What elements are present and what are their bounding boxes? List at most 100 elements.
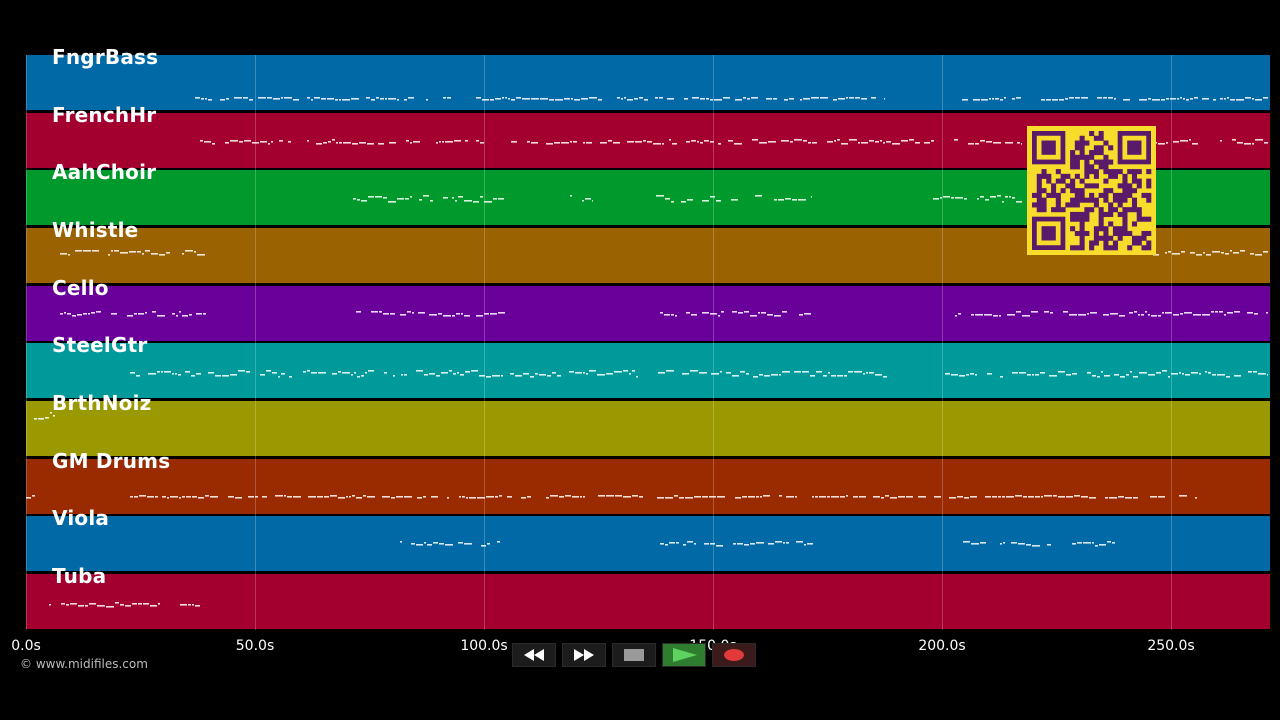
note-mark	[495, 98, 501, 100]
note-mark	[992, 98, 994, 100]
note-mark	[759, 374, 763, 376]
note-mark	[702, 200, 709, 202]
note-mark	[1109, 497, 1117, 499]
note-mark	[617, 97, 620, 99]
note-mark	[1026, 544, 1031, 546]
note-mark	[404, 496, 412, 498]
note-mark	[1107, 541, 1111, 543]
note-mark	[194, 251, 196, 253]
stop-icon	[624, 649, 644, 661]
note-mark	[91, 312, 95, 314]
note-mark	[1227, 97, 1229, 99]
note-mark	[271, 141, 273, 143]
note-mark	[1044, 311, 1049, 313]
note-mark	[570, 141, 572, 143]
note-mark	[1002, 496, 1005, 498]
note-mark	[589, 97, 597, 99]
note-mark	[278, 376, 280, 378]
note-mark	[368, 196, 374, 198]
note-mark	[510, 373, 514, 375]
note-mark	[774, 315, 781, 317]
fast-forward-button[interactable]	[562, 643, 606, 667]
note-mark	[557, 375, 561, 377]
track-lane-steelgtr	[26, 343, 1270, 398]
note-mark	[716, 200, 721, 202]
note-mark	[1016, 201, 1022, 203]
note-mark	[477, 497, 485, 499]
note-mark	[1202, 314, 1210, 316]
note-mark	[1066, 496, 1073, 498]
note-mark	[1112, 542, 1115, 544]
note-mark	[1202, 98, 1209, 100]
note-mark	[215, 375, 221, 377]
stop-button[interactable]	[612, 643, 656, 667]
note-mark	[197, 254, 205, 256]
note-mark	[1081, 496, 1088, 498]
note-mark	[352, 495, 355, 497]
note-mark	[756, 496, 759, 498]
note-mark	[1244, 143, 1251, 145]
note-mark	[671, 201, 674, 203]
note-mark	[804, 313, 811, 315]
rewind-button[interactable]	[512, 643, 556, 667]
note-mark	[424, 542, 426, 544]
note-mark	[476, 97, 481, 99]
note-mark	[429, 373, 435, 375]
note-mark	[452, 197, 454, 199]
note-mark	[502, 97, 504, 99]
note-mark	[1066, 374, 1071, 376]
note-mark	[1255, 254, 1262, 256]
note-mark	[1182, 373, 1184, 375]
note-mark	[700, 142, 703, 144]
note-mark	[479, 375, 485, 377]
note-mark	[1118, 496, 1124, 498]
note-mark	[632, 495, 638, 497]
note-mark	[758, 312, 760, 314]
note-mark	[866, 372, 868, 374]
note-mark	[1234, 311, 1240, 313]
note-mark	[1230, 250, 1232, 252]
note-mark	[1194, 97, 1198, 99]
fast-forward-icon	[574, 649, 594, 661]
note-mark	[1195, 497, 1197, 499]
note-mark	[632, 370, 635, 372]
note-mark	[85, 605, 88, 607]
note-mark	[273, 98, 280, 100]
note-mark	[1049, 375, 1057, 377]
note-mark	[249, 99, 253, 101]
play-button[interactable]	[662, 643, 706, 667]
note-mark	[535, 373, 538, 375]
note-mark	[975, 143, 979, 145]
note-mark	[281, 373, 285, 375]
note-mark	[185, 371, 190, 373]
note-mark	[781, 140, 789, 142]
note-mark	[490, 313, 497, 315]
note-mark	[332, 373, 337, 375]
note-mark	[1016, 97, 1021, 99]
note-mark	[709, 496, 716, 498]
note-mark	[583, 496, 585, 498]
note-mark	[647, 141, 652, 143]
note-mark	[336, 142, 338, 144]
note-mark	[410, 196, 412, 198]
note-mark	[1212, 251, 1220, 253]
note-mark	[1009, 196, 1011, 198]
note-mark	[471, 370, 478, 372]
note-mark	[694, 496, 701, 498]
note-mark	[1101, 371, 1103, 373]
note-mark	[759, 142, 767, 144]
note-mark	[53, 415, 55, 417]
note-mark	[439, 141, 441, 143]
record-button[interactable]	[712, 643, 756, 667]
track-lane-brthnoiz	[26, 401, 1270, 456]
note-mark	[711, 373, 719, 375]
note-mark	[550, 495, 558, 497]
note-mark	[1099, 544, 1106, 546]
note-mark	[779, 495, 782, 497]
note-mark	[971, 543, 979, 545]
note-mark	[585, 198, 591, 200]
note-mark	[659, 97, 663, 99]
note-mark	[38, 418, 44, 420]
note-mark	[672, 143, 677, 145]
